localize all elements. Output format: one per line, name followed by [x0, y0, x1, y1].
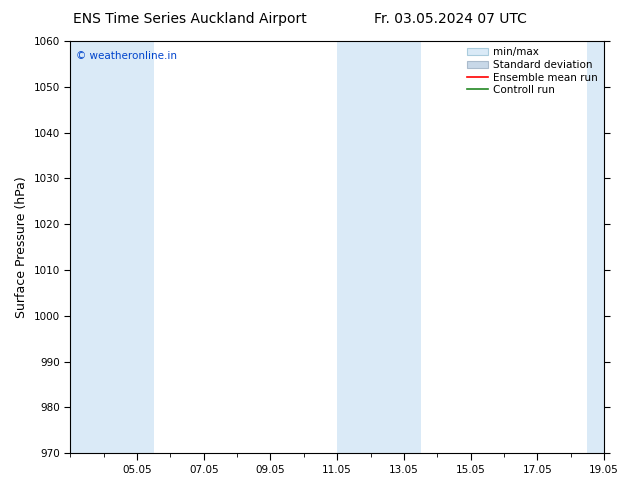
- Legend: min/max, Standard deviation, Ensemble mean run, Controll run: min/max, Standard deviation, Ensemble me…: [464, 44, 601, 98]
- Text: © weatheronline.in: © weatheronline.in: [75, 51, 176, 61]
- Bar: [588, 41, 604, 453]
- Text: Fr. 03.05.2024 07 UTC: Fr. 03.05.2024 07 UTC: [373, 12, 527, 26]
- Bar: [337, 41, 420, 453]
- Text: ENS Time Series Auckland Airport: ENS Time Series Auckland Airport: [74, 12, 307, 26]
- Y-axis label: Surface Pressure (hPa): Surface Pressure (hPa): [15, 176, 28, 318]
- Bar: [70, 41, 153, 453]
